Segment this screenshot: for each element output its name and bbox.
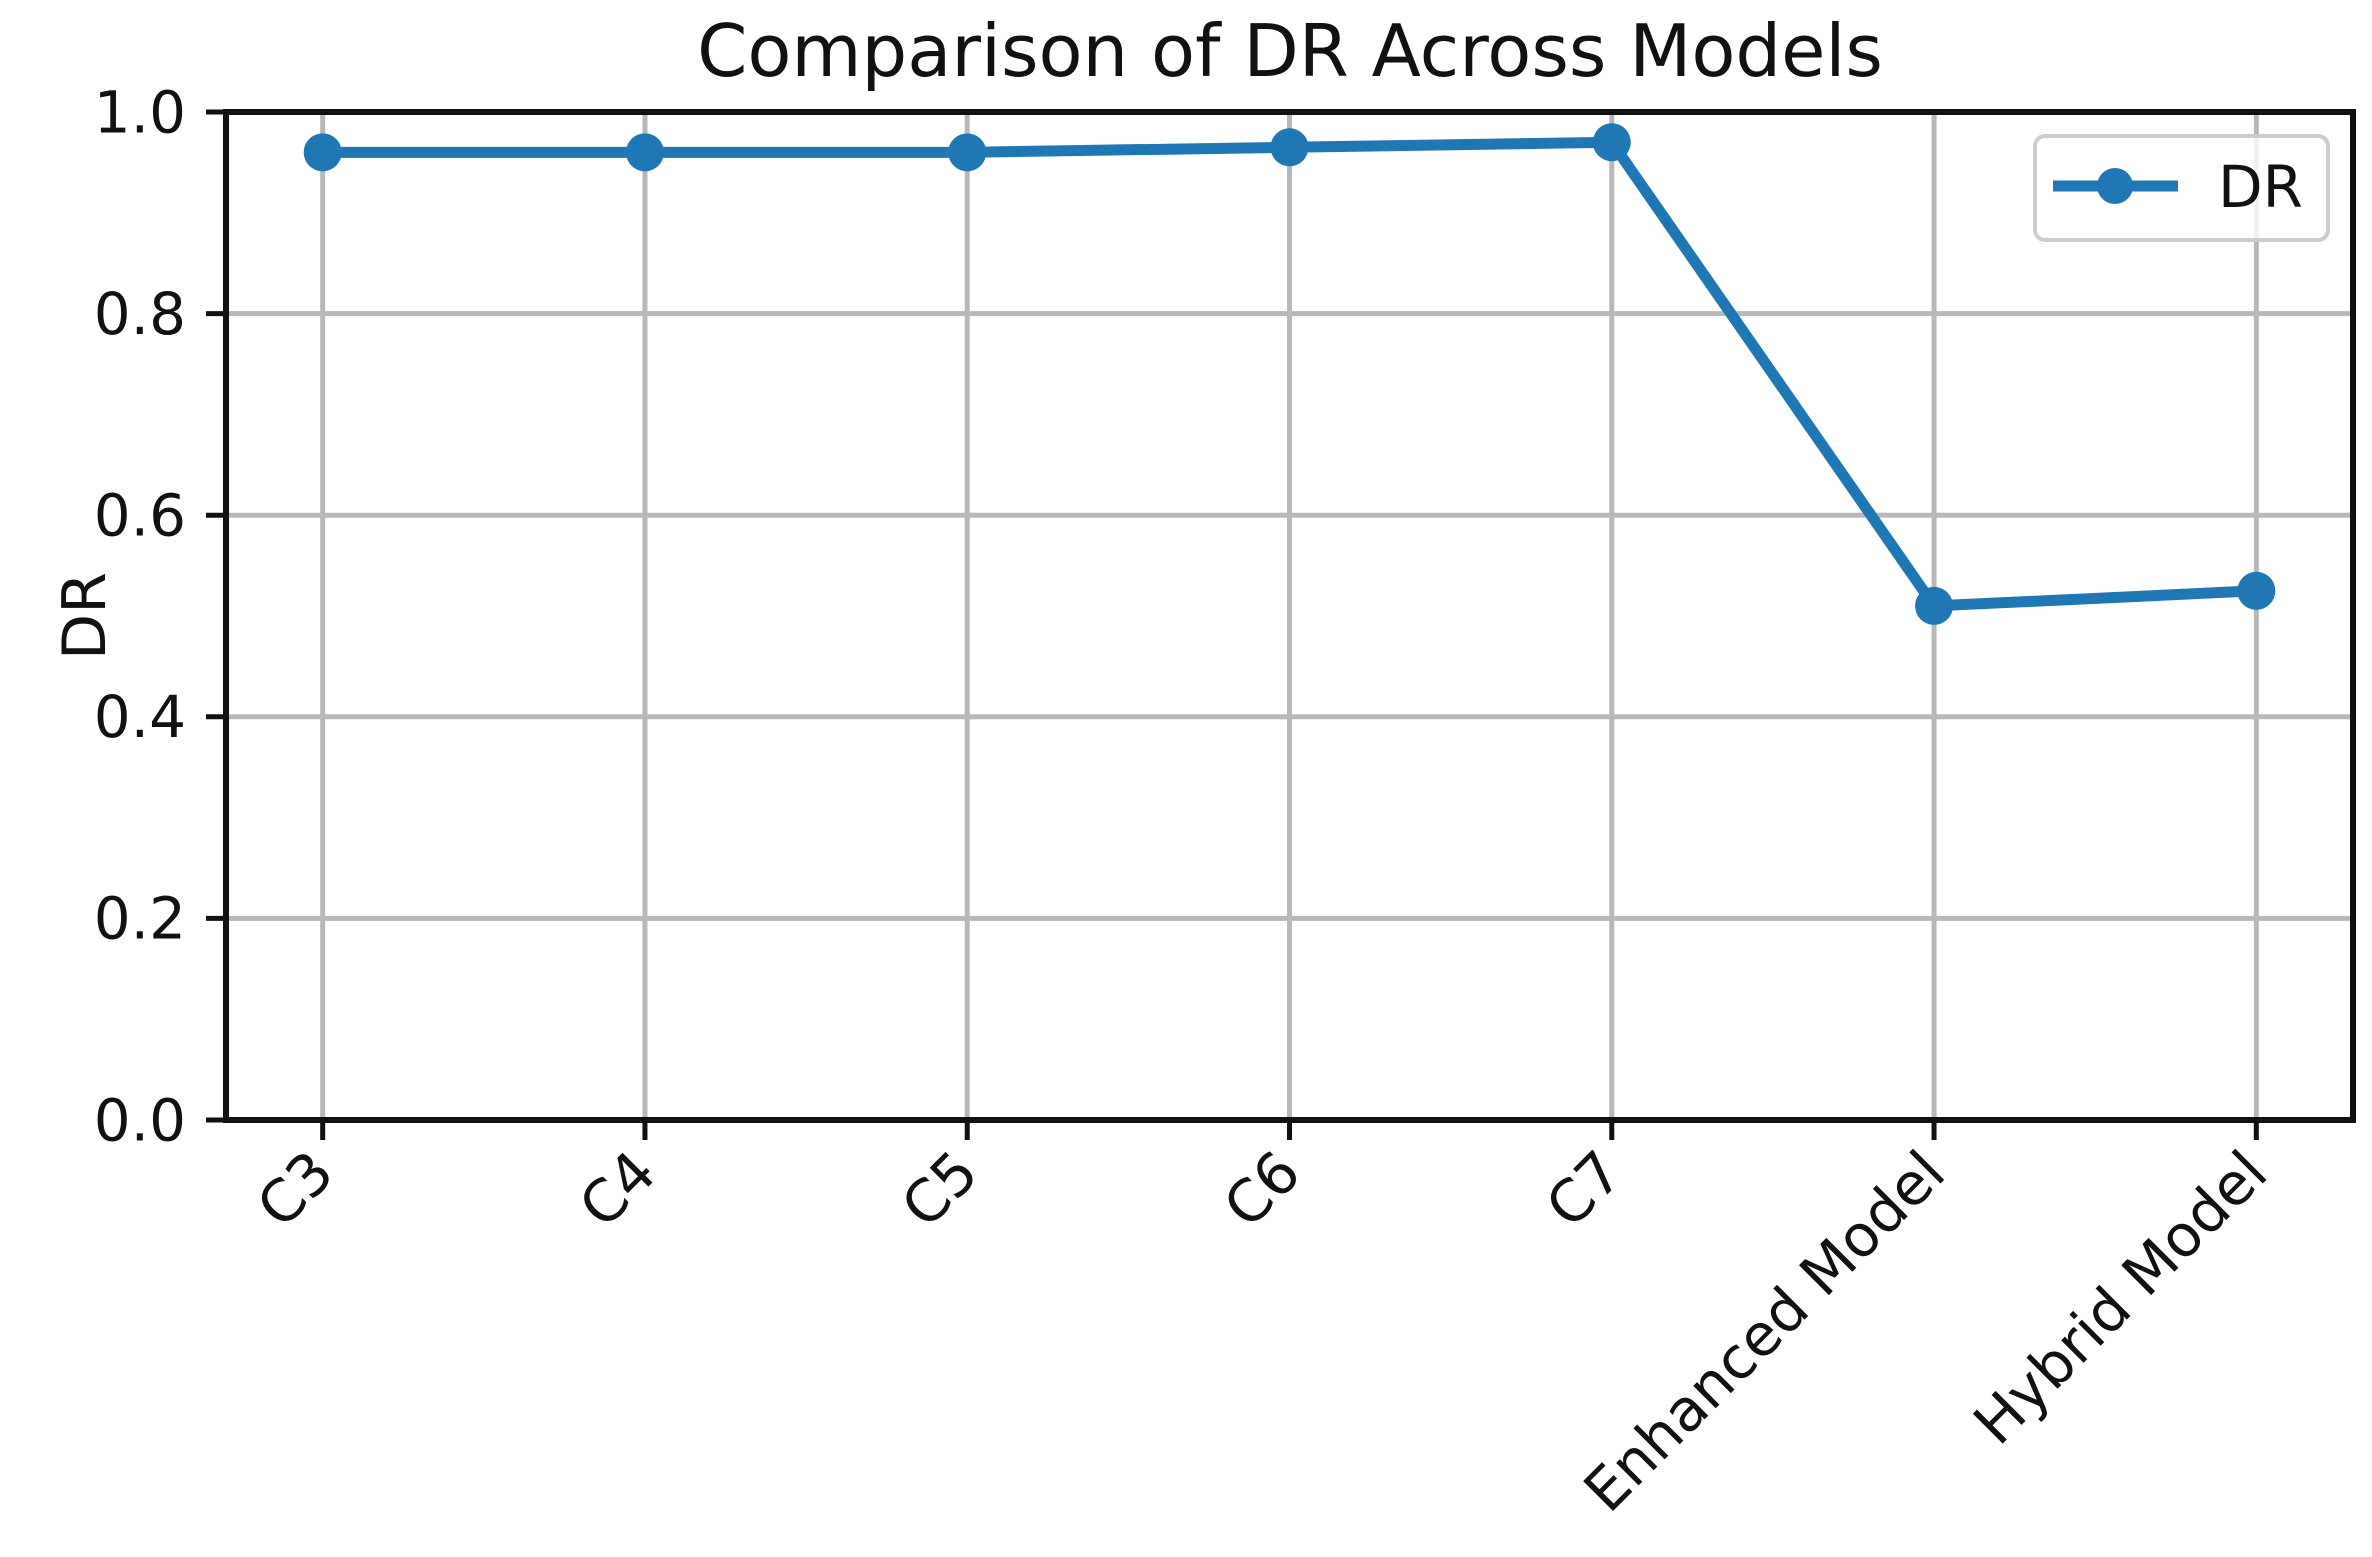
y-tick-label: 1.0	[94, 78, 186, 146]
y-tick-label: 0.4	[94, 683, 186, 751]
data-point-marker	[1270, 128, 1309, 167]
y-tick-label: 0.2	[94, 885, 186, 953]
legend-label: DR	[2218, 153, 2303, 221]
x-tick-label: Hybrid Model	[1961, 1138, 2281, 1458]
legend-marker-icon	[2097, 168, 2133, 204]
data-point-marker	[1915, 586, 1954, 625]
data-point-marker	[1592, 123, 1631, 162]
chart-title: Comparison of DR Across Models	[697, 9, 1883, 93]
series-layer	[303, 123, 2276, 625]
y-tick-label: 0.0	[94, 1086, 186, 1154]
x-tick-label: C3	[244, 1138, 347, 1241]
data-point-marker	[2237, 571, 2276, 610]
data-point-marker	[625, 133, 664, 172]
legend-frame	[2033, 134, 2330, 242]
x-tick-label: C6	[1211, 1138, 1314, 1241]
x-tick-label: Enhanced Model	[1571, 1138, 1958, 1525]
y-tick-label: 0.6	[94, 482, 186, 550]
y-axis-label: DR	[50, 572, 120, 660]
data-point-marker	[948, 133, 987, 172]
x-tick-label: C4	[566, 1138, 669, 1241]
y-tick-label: 0.8	[94, 280, 186, 348]
x-tick-label: C5	[888, 1138, 991, 1241]
grid-layer	[226, 109, 2353, 1123]
data-point-marker	[303, 133, 342, 172]
legend: DR	[2033, 134, 2330, 242]
x-tick-label: C7	[1533, 1138, 1636, 1241]
